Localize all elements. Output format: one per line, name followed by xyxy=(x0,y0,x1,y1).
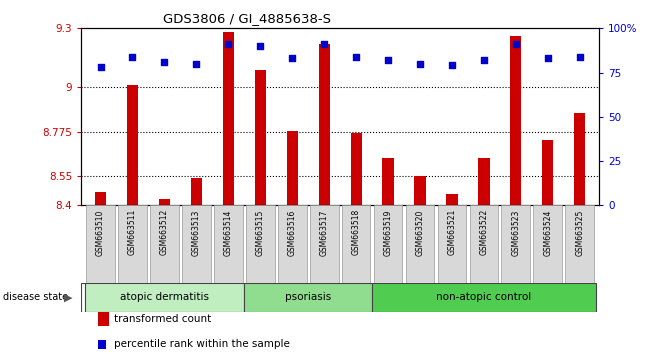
Text: GSM663520: GSM663520 xyxy=(415,209,424,256)
Bar xyxy=(478,158,490,205)
FancyBboxPatch shape xyxy=(310,205,339,283)
Bar xyxy=(372,283,596,312)
Text: non-atopic control: non-atopic control xyxy=(436,292,531,302)
FancyBboxPatch shape xyxy=(246,205,275,283)
Text: GSM663513: GSM663513 xyxy=(192,209,201,256)
Text: disease state: disease state xyxy=(3,292,68,302)
Text: psoriasis: psoriasis xyxy=(285,292,331,302)
Bar xyxy=(244,283,372,312)
Text: ▶: ▶ xyxy=(64,292,73,302)
Bar xyxy=(286,131,298,205)
FancyBboxPatch shape xyxy=(565,205,594,283)
Bar xyxy=(191,178,202,205)
Text: GSM663511: GSM663511 xyxy=(128,209,137,256)
Text: GSM663512: GSM663512 xyxy=(160,209,169,256)
FancyBboxPatch shape xyxy=(342,205,370,283)
Point xyxy=(415,61,425,67)
Point xyxy=(510,41,521,47)
FancyBboxPatch shape xyxy=(118,205,147,283)
FancyBboxPatch shape xyxy=(469,205,498,283)
Point xyxy=(255,43,266,49)
Point xyxy=(383,57,393,63)
Text: GSM663524: GSM663524 xyxy=(544,209,552,256)
Text: transformed count: transformed count xyxy=(114,314,211,324)
Bar xyxy=(350,132,362,205)
Point xyxy=(191,61,202,67)
Point xyxy=(542,56,553,61)
Text: GSM663518: GSM663518 xyxy=(352,209,361,256)
Point xyxy=(447,63,457,68)
Text: GSM663510: GSM663510 xyxy=(96,209,105,256)
Text: GSM663522: GSM663522 xyxy=(479,209,488,256)
FancyBboxPatch shape xyxy=(437,205,466,283)
Point xyxy=(223,41,234,47)
FancyBboxPatch shape xyxy=(533,205,562,283)
Text: GSM663514: GSM663514 xyxy=(224,209,233,256)
Text: GSM663525: GSM663525 xyxy=(575,209,584,256)
Text: percentile rank within the sample: percentile rank within the sample xyxy=(114,339,290,349)
Bar xyxy=(95,192,106,205)
Bar xyxy=(127,85,138,205)
Point xyxy=(478,57,489,63)
Bar xyxy=(223,32,234,205)
Bar xyxy=(574,113,585,205)
FancyBboxPatch shape xyxy=(406,205,434,283)
Text: atopic dermatitis: atopic dermatitis xyxy=(120,292,209,302)
Bar xyxy=(85,283,244,312)
Bar xyxy=(447,194,458,205)
Point xyxy=(319,41,329,47)
Bar xyxy=(255,70,266,205)
Text: GSM663521: GSM663521 xyxy=(447,209,456,256)
Text: GSM663523: GSM663523 xyxy=(511,209,520,256)
Text: GDS3806 / GI_4885638-S: GDS3806 / GI_4885638-S xyxy=(163,12,331,25)
Text: GSM663519: GSM663519 xyxy=(383,209,393,256)
Bar xyxy=(415,176,426,205)
Bar xyxy=(383,158,394,205)
Bar xyxy=(318,44,330,205)
FancyBboxPatch shape xyxy=(374,205,402,283)
Text: GSM663517: GSM663517 xyxy=(320,209,329,256)
Point xyxy=(95,64,105,70)
Text: GSM663515: GSM663515 xyxy=(256,209,265,256)
Bar xyxy=(510,36,521,205)
Point xyxy=(351,54,361,59)
FancyBboxPatch shape xyxy=(182,205,211,283)
Text: GSM663516: GSM663516 xyxy=(288,209,297,256)
FancyBboxPatch shape xyxy=(501,205,530,283)
Point xyxy=(159,59,170,65)
Point xyxy=(128,54,138,59)
Point xyxy=(287,56,298,61)
Bar xyxy=(159,199,170,205)
Bar xyxy=(542,141,553,205)
FancyBboxPatch shape xyxy=(214,205,243,283)
FancyBboxPatch shape xyxy=(150,205,179,283)
FancyBboxPatch shape xyxy=(86,205,115,283)
FancyBboxPatch shape xyxy=(278,205,307,283)
Point xyxy=(575,54,585,59)
